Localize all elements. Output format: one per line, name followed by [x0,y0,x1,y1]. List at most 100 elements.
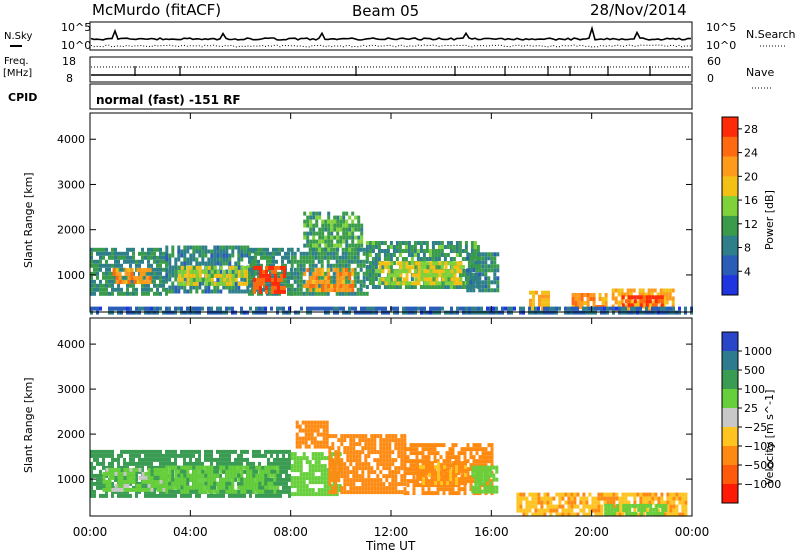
power-cell [312,215,316,220]
power-cell [132,251,135,256]
velocity-cell [543,512,547,517]
power-cell [105,275,108,280]
velocity-cell [102,479,106,484]
velocity-cell [409,443,413,448]
power-cell [249,265,253,270]
velocity-cell [334,478,338,483]
power-cell [180,310,183,315]
velocity-cell [93,493,96,498]
power-cell [432,281,436,286]
colorbar-tick-label: 1000 [744,345,772,358]
velocity-cell [458,461,462,466]
power-cell [296,263,300,268]
velocity-cell [672,504,676,509]
velocity-cell [443,469,447,474]
velocity-cell [141,471,145,476]
velocity-cell [192,485,196,490]
power-cell [324,306,327,311]
power-cell [198,310,201,315]
velocity-cell [255,465,259,470]
velocity-cell [93,453,96,458]
velocity-cell [391,470,395,475]
power-cell [351,211,355,216]
velocity-cell [400,462,404,467]
power-cell [93,267,96,272]
velocity-cell [486,485,490,490]
velocity-cell [252,469,255,474]
power-cell [471,310,474,315]
velocity-cell [573,504,577,509]
power-cell [362,279,366,284]
velocity-cell [261,465,264,470]
power-cell [102,251,105,256]
power-cell [321,306,324,311]
velocity-cell [552,504,556,509]
power-cell [598,293,602,297]
power-cell [162,255,165,260]
power-cell [484,284,488,289]
power-cell [389,277,393,281]
velocity-cell [117,467,121,472]
power-cell [102,283,105,288]
velocity-cell [591,496,595,501]
power-cell [251,263,254,268]
power-cell [132,310,135,315]
power-cell [443,245,447,249]
power-cell [522,310,525,315]
velocity-cell [657,496,661,501]
power-cell [402,277,406,282]
power-cell [393,281,397,286]
velocity-cell [135,453,138,458]
power-cell [162,283,165,288]
velocity-cell [358,474,362,479]
power-cell [111,287,114,292]
velocity-cell [403,474,407,479]
power-cell [99,247,102,252]
power-cell [657,310,660,315]
velocity-cell [252,481,256,486]
power-cell [296,279,300,284]
velocity-cell [460,451,464,456]
power-cell [567,310,570,315]
velocity-cell [534,492,538,497]
power-cell [365,277,369,281]
power-cell [147,251,150,256]
power-cell [324,288,328,293]
velocity-cell [93,489,96,494]
power-cell [425,249,429,253]
velocity-cell [637,503,641,508]
velocity-cell [558,504,562,509]
power-cell [374,269,378,273]
power-cell [621,295,625,300]
power-cell [519,306,522,311]
power-cell [132,247,135,252]
power-cell [318,227,322,232]
velocity-cell [534,512,538,517]
power-cell [389,265,393,269]
velocity-cell [264,453,267,458]
velocity-cell [258,493,261,498]
velocity-cell [147,475,151,480]
power-cell [219,253,223,258]
power-cell [251,287,254,292]
power-cell [684,310,687,315]
power-cell [428,253,432,257]
velocity-cell [108,461,111,466]
velocity-cell [298,436,302,441]
power-cell [274,269,277,274]
power-cell [478,288,482,293]
velocity-cell [114,467,118,472]
power-cell [162,279,165,284]
velocity-cell [352,466,356,471]
velocity-cell [379,478,383,483]
velocity-cell [93,465,96,470]
power-cell [287,259,290,264]
velocity-cell [319,440,323,445]
velocity-cell [270,465,274,470]
velocity-cell [364,486,368,491]
power-cell [453,273,457,278]
velocity-cell [487,443,491,448]
velocity-cell [243,469,246,474]
velocity-cell [370,482,374,487]
power-cell [271,277,274,282]
